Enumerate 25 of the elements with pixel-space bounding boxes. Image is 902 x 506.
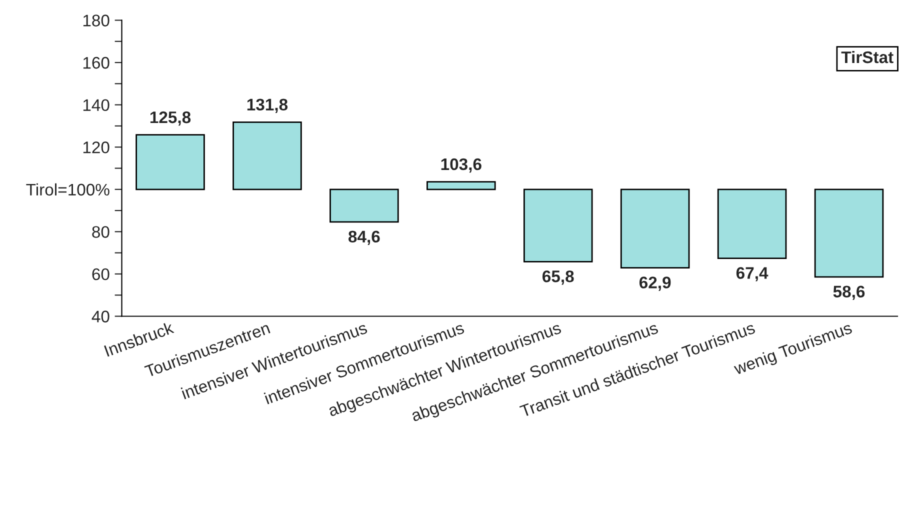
bar [717, 188, 787, 260]
y-tick-label: 80 [92, 226, 110, 238]
y-tick-label: 160 [83, 56, 110, 69]
data-label: 62,9 [639, 276, 671, 291]
data-label: 84,6 [348, 230, 380, 245]
y-tick-label: Tirol=100% [26, 183, 110, 196]
data-label: 125,8 [150, 111, 191, 126]
bar [814, 188, 884, 278]
bar [232, 121, 302, 190]
data-label: 103,6 [441, 158, 482, 173]
data-label: 58,6 [833, 286, 865, 300]
bar [330, 188, 399, 223]
y-tick-label: 180 [83, 14, 110, 26]
y-tick-label: 140 [83, 99, 110, 112]
y-tick-label: 40 [92, 310, 110, 322]
data-label: 67,4 [736, 267, 768, 282]
annotation: TirStat [841, 50, 894, 64]
bar [426, 181, 496, 190]
bar [620, 188, 690, 269]
bar [136, 134, 205, 190]
bar [523, 188, 593, 262]
y-tick-label: 120 [83, 142, 110, 154]
y-tick-label: 60 [92, 268, 110, 280]
data-label: 131,8 [247, 98, 288, 113]
data-label: 65,8 [542, 270, 574, 285]
